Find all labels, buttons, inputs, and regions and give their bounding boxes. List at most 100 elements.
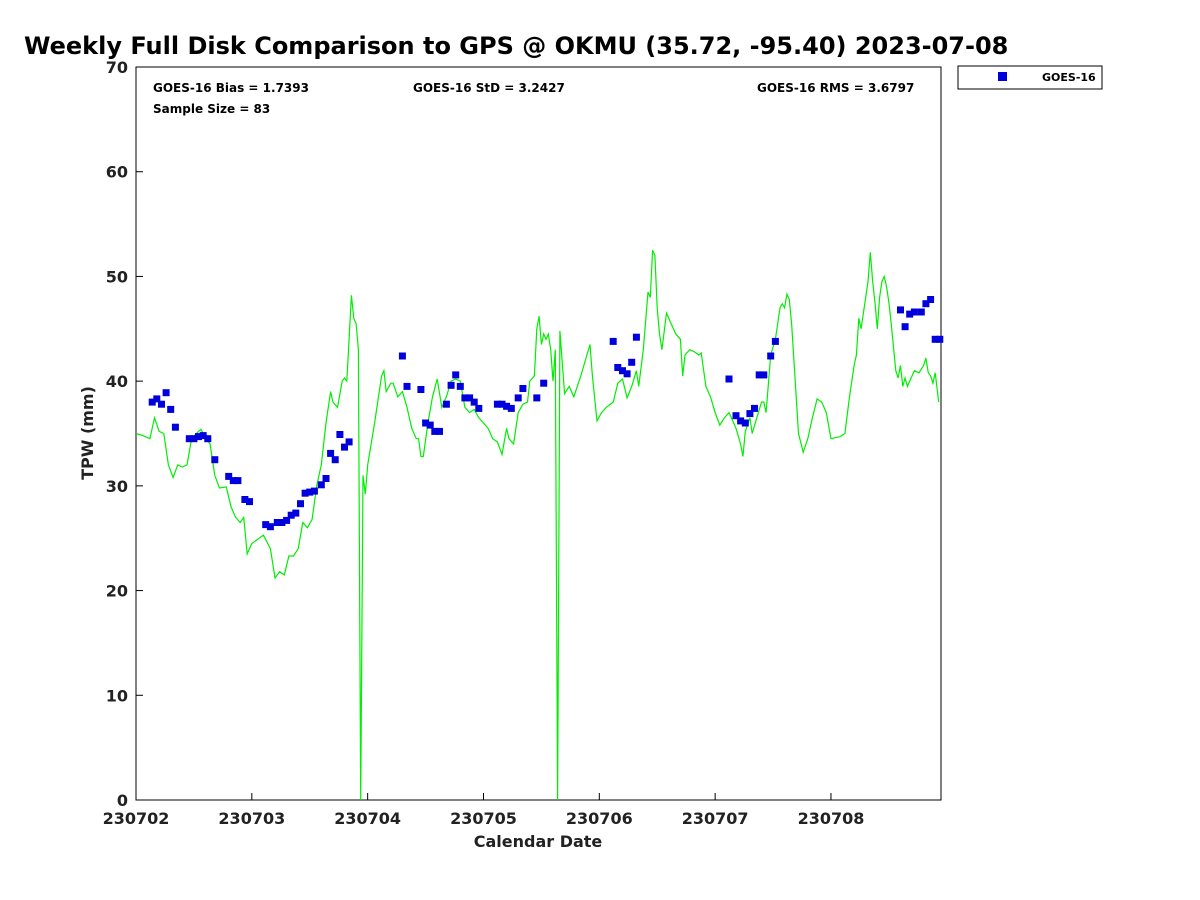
goes-16-point xyxy=(897,306,904,314)
goes-16-point xyxy=(498,400,506,408)
goes-16-point xyxy=(283,516,291,524)
goes-16-point xyxy=(751,404,758,412)
goes-16-point xyxy=(447,381,455,389)
goes-16-point xyxy=(901,323,909,331)
goes-16-point xyxy=(507,404,515,412)
goes-16-point xyxy=(760,371,768,379)
goes-16-point xyxy=(431,427,439,435)
x-tick-label: 230702 xyxy=(103,809,170,828)
y-tick-label: 30 xyxy=(106,477,128,496)
goes-16-point xyxy=(503,402,511,410)
goes-16-point xyxy=(732,412,740,420)
goes-16-point xyxy=(322,475,330,482)
goes-16-point xyxy=(725,375,733,383)
x-axis-label: Calendar Date xyxy=(474,832,603,851)
x-tick-label: 230706 xyxy=(566,809,633,828)
goes-16-point xyxy=(755,371,763,379)
plot-area xyxy=(135,66,942,801)
goes-16-point xyxy=(426,421,434,429)
y-tick-label: 0 xyxy=(117,791,128,810)
goes-16-point xyxy=(229,477,237,485)
x-tick-label: 230703 xyxy=(218,809,285,828)
bias-stat: GOES-16 Bias = 1.7393 xyxy=(153,81,309,95)
sample-size-stat: Sample Size = 83 xyxy=(153,102,270,116)
goes-16-point xyxy=(317,481,325,489)
goes-16-point xyxy=(623,370,631,378)
goes-16-point xyxy=(737,417,745,425)
x-tick-label: 230705 xyxy=(450,809,517,828)
x-tick-label: 230707 xyxy=(682,809,749,828)
goes-16-point xyxy=(171,423,179,431)
goes-16-point xyxy=(148,398,156,406)
goes-16-point xyxy=(628,358,636,366)
goes-16-point xyxy=(456,382,464,390)
y-tick-label: 70 xyxy=(106,58,128,77)
goes-16-point xyxy=(153,395,161,403)
y-tick-label: 50 xyxy=(106,267,128,286)
rms-stat: GOES-16 RMS = 3.6797 xyxy=(757,81,914,95)
goes-16-point xyxy=(327,449,335,457)
goes-16-point xyxy=(540,379,548,387)
goes-16-point xyxy=(185,435,193,443)
goes-16-point xyxy=(336,431,344,438)
goes-16-point xyxy=(461,394,469,402)
y-tick-label: 10 xyxy=(106,686,128,705)
goes-16-point xyxy=(297,500,304,508)
goes-16-point xyxy=(162,389,170,397)
goes-16-point xyxy=(614,364,622,371)
goes-16-point xyxy=(262,521,270,529)
goes-16-point xyxy=(158,400,165,408)
legend-box xyxy=(957,65,1103,90)
x-tick-label: 230708 xyxy=(798,809,865,828)
goes-16-point xyxy=(922,300,930,308)
goes-16-point xyxy=(266,523,274,531)
goes-16-point xyxy=(609,337,617,345)
goes-16-point xyxy=(345,438,353,446)
goes-16-point xyxy=(190,435,198,443)
goes-16-point xyxy=(310,487,318,495)
goes-16-point xyxy=(931,335,939,343)
y-tick-label: 20 xyxy=(106,582,128,601)
goes-16-point xyxy=(211,456,219,464)
goes-16-point xyxy=(470,398,478,406)
goes-16-point xyxy=(475,404,483,412)
legend: GOES-16 xyxy=(957,65,1103,90)
goes-16-point xyxy=(493,400,501,408)
goes-16-point xyxy=(936,335,944,343)
goes-16-point xyxy=(204,435,212,443)
goes-16-point xyxy=(331,456,339,464)
goes-16-point xyxy=(241,496,249,503)
goes-16-point xyxy=(234,477,242,485)
goes-16-point xyxy=(910,308,918,316)
goes-16-point xyxy=(422,419,430,427)
goes-16-point xyxy=(398,352,406,360)
goes-16-point xyxy=(767,352,775,360)
goes-16-point xyxy=(906,310,914,318)
x-axis: 230702 230703 230704 230705 230706 230707 2307… xyxy=(103,793,865,828)
goes-16-point xyxy=(619,367,626,375)
goes-16-point xyxy=(278,519,286,526)
chart-title: Weekly Full Disk Comparison to GPS @ OKM… xyxy=(24,32,1008,60)
goes-16-point xyxy=(466,394,474,402)
goes-16-point xyxy=(533,394,541,402)
goes-16-series xyxy=(148,296,944,531)
goes-16-point xyxy=(403,382,411,390)
goes-16-point xyxy=(287,511,295,519)
std-stat: GOES-16 StD = 3.2427 xyxy=(413,81,565,95)
goes-16-point xyxy=(436,427,443,435)
goes-16-point xyxy=(442,400,450,408)
y-tick-label: 60 xyxy=(106,163,128,182)
gps-series xyxy=(135,250,940,801)
goes-16-point xyxy=(741,419,749,427)
goes-16-point xyxy=(341,443,348,451)
y-tick-label: 40 xyxy=(106,372,128,391)
y-axis: 0 10 20 30 40 50 60 70 xyxy=(106,58,143,810)
goes-16-point xyxy=(632,333,640,341)
goes-16-point xyxy=(746,410,754,418)
legend-marker-goes-16 xyxy=(998,72,1007,81)
goes-16-point xyxy=(273,519,281,526)
goes-16-point xyxy=(417,386,425,393)
gps-line xyxy=(135,250,940,801)
goes-16-point xyxy=(452,371,460,379)
